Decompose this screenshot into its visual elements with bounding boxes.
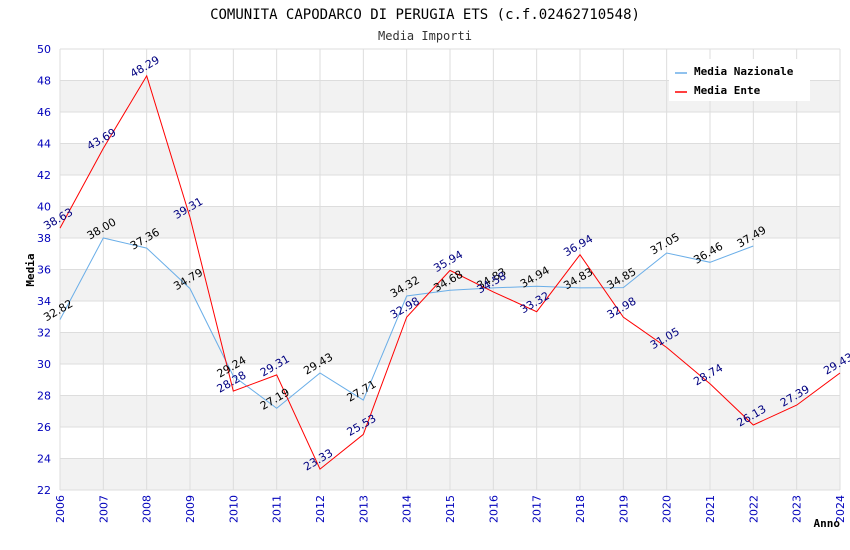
legend-box [669,59,810,101]
gridlines [59,48,841,491]
x-tick-label: 2013 [357,495,370,523]
series-line-ente [59,74,841,470]
y-tick-label: 34 [37,295,51,308]
y-tick-label: 26 [37,421,51,434]
x-tick-label: 2014 [401,495,414,523]
y-tick-label: 46 [37,106,51,119]
legend: Media Nazionale Media Ente [669,59,810,101]
x-tick-label: 2021 [704,495,717,523]
data-label-ente: 28.74 [691,361,725,388]
y-tick-label: 30 [37,358,51,371]
x-tick-label: 2006 [54,495,67,523]
x-tick-label: 2022 [747,495,760,523]
y-tick-label: 40 [37,201,51,214]
y-axis-label: Media [24,253,37,286]
chart-title: COMUNITA CAPODARCO DI PERUGIA ETS (c.f.0… [210,7,640,23]
x-tick-label: 2017 [531,495,544,523]
y-tick-label: 36 [37,264,51,277]
x-tick-label: 2016 [487,495,500,523]
x-tick-label: 2011 [271,495,284,523]
legend-label-nazionale: Media Nazionale [694,65,794,78]
data-label-ente: 48.29 [128,53,162,80]
y-tick-label: 48 [37,75,51,88]
legend-label-ente: Media Ente [694,84,761,97]
x-tick-label: 2012 [314,495,327,523]
y-tick-label: 50 [37,43,51,56]
x-tick-label: 2023 [791,495,804,523]
x-axis-ticks: 2006 2007 2008 2009 2010 2011 2012 2013 2014 2015… [54,495,847,523]
y-tick-label: 38 [37,232,51,245]
series-lines [59,74,841,470]
x-tick-label: 2024 [834,495,847,523]
y-tick-label: 24 [37,453,51,466]
y-tick-label: 22 [37,484,51,497]
y-tick-label: 28 [37,390,51,403]
y-axis-ticks: 22 24 26 28 30 32 34 36 38 40 42 44 46 48 50 [37,43,51,497]
x-tick-label: 2007 [97,495,110,523]
x-tick-label: 2010 [227,495,240,523]
x-axis-label: Anno [814,517,841,530]
chart-subtitle: Media Importi [378,29,472,43]
x-tick-label: 2008 [141,495,154,523]
y-tick-label: 32 [37,327,51,340]
y-tick-label: 42 [37,169,51,182]
data-label-nazionale: 36.46 [691,240,725,267]
y-tick-label: 44 [37,138,51,151]
x-tick-label: 2015 [444,495,457,523]
x-tick-label: 2020 [661,495,674,523]
x-tick-label: 2009 [184,495,197,523]
x-tick-label: 2019 [617,495,630,523]
x-tick-label: 2018 [574,495,587,523]
series-line-nazionale [59,237,754,409]
